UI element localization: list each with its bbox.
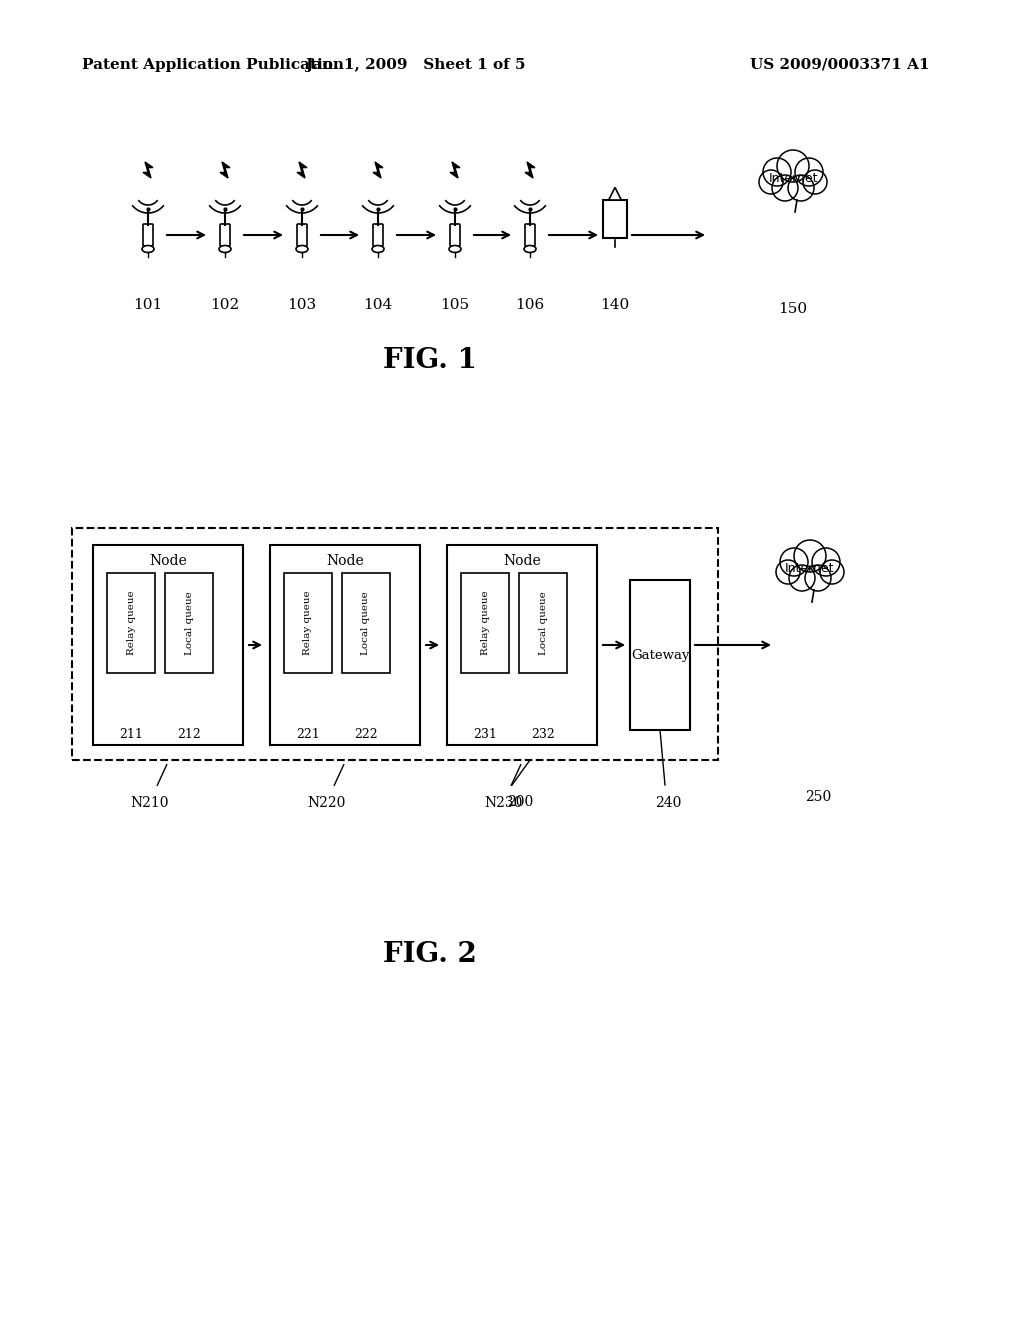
Text: Node: Node xyxy=(150,554,186,568)
FancyBboxPatch shape xyxy=(519,573,567,673)
Text: 212: 212 xyxy=(177,729,201,742)
Text: 106: 106 xyxy=(515,298,545,312)
Circle shape xyxy=(805,565,831,591)
Circle shape xyxy=(777,150,809,182)
Text: Internet: Internet xyxy=(768,172,818,185)
Text: 231: 231 xyxy=(473,729,497,742)
FancyBboxPatch shape xyxy=(220,224,230,246)
Text: Relay queue: Relay queue xyxy=(480,590,489,655)
Text: Local queue: Local queue xyxy=(361,591,371,655)
Text: N230: N230 xyxy=(484,796,523,810)
FancyBboxPatch shape xyxy=(165,573,213,673)
Text: 221: 221 xyxy=(296,729,319,742)
Circle shape xyxy=(763,158,791,186)
Text: FIG. 2: FIG. 2 xyxy=(383,941,477,969)
FancyBboxPatch shape xyxy=(461,573,509,673)
Ellipse shape xyxy=(296,246,308,252)
FancyBboxPatch shape xyxy=(106,573,155,673)
FancyBboxPatch shape xyxy=(72,528,718,760)
Circle shape xyxy=(759,170,783,194)
Text: Gateway: Gateway xyxy=(631,648,689,661)
Circle shape xyxy=(790,565,815,591)
Ellipse shape xyxy=(372,246,384,252)
Text: Node: Node xyxy=(326,554,364,568)
FancyBboxPatch shape xyxy=(297,224,307,246)
FancyBboxPatch shape xyxy=(373,224,383,246)
FancyBboxPatch shape xyxy=(93,545,243,744)
Circle shape xyxy=(776,560,800,583)
Circle shape xyxy=(795,158,823,186)
Text: 250: 250 xyxy=(805,789,831,804)
FancyBboxPatch shape xyxy=(630,579,690,730)
Text: Node: Node xyxy=(503,554,541,568)
FancyBboxPatch shape xyxy=(284,573,332,673)
Text: Internet: Internet xyxy=(785,561,835,574)
FancyBboxPatch shape xyxy=(270,545,420,744)
FancyBboxPatch shape xyxy=(342,573,390,673)
Text: 103: 103 xyxy=(288,298,316,312)
Text: 232: 232 xyxy=(531,729,555,742)
Text: 240: 240 xyxy=(654,796,681,810)
Ellipse shape xyxy=(142,246,154,252)
FancyBboxPatch shape xyxy=(603,201,627,238)
Text: 211: 211 xyxy=(119,729,143,742)
Text: Relay queue: Relay queue xyxy=(127,590,135,655)
Text: FIG. 1: FIG. 1 xyxy=(383,346,477,374)
Text: 104: 104 xyxy=(364,298,392,312)
Text: 102: 102 xyxy=(210,298,240,312)
Polygon shape xyxy=(608,187,622,201)
Polygon shape xyxy=(220,162,230,178)
Circle shape xyxy=(803,170,827,194)
Polygon shape xyxy=(373,162,383,178)
Text: Jan. 1, 2009   Sheet 1 of 5: Jan. 1, 2009 Sheet 1 of 5 xyxy=(305,58,525,73)
FancyBboxPatch shape xyxy=(143,224,153,246)
Circle shape xyxy=(772,176,798,201)
Circle shape xyxy=(820,560,844,583)
Text: 150: 150 xyxy=(778,302,808,315)
Text: Relay queue: Relay queue xyxy=(303,590,312,655)
Text: Local queue: Local queue xyxy=(184,591,194,655)
Circle shape xyxy=(812,548,840,576)
Polygon shape xyxy=(525,162,535,178)
Ellipse shape xyxy=(449,246,461,252)
Ellipse shape xyxy=(524,246,536,252)
FancyBboxPatch shape xyxy=(450,224,460,246)
Circle shape xyxy=(794,540,826,572)
FancyBboxPatch shape xyxy=(447,545,597,744)
Text: Patent Application Publication: Patent Application Publication xyxy=(82,58,344,73)
Polygon shape xyxy=(297,162,307,178)
Text: N210: N210 xyxy=(131,796,169,810)
Polygon shape xyxy=(450,162,460,178)
Circle shape xyxy=(788,176,814,201)
Text: 101: 101 xyxy=(133,298,163,312)
Text: N220: N220 xyxy=(308,796,346,810)
Text: 200: 200 xyxy=(507,795,534,809)
Text: 140: 140 xyxy=(600,298,630,312)
Ellipse shape xyxy=(219,246,231,252)
Text: 222: 222 xyxy=(354,729,378,742)
Text: Local queue: Local queue xyxy=(539,591,548,655)
Text: US 2009/0003371 A1: US 2009/0003371 A1 xyxy=(750,58,930,73)
Text: 105: 105 xyxy=(440,298,470,312)
Polygon shape xyxy=(143,162,153,178)
Circle shape xyxy=(780,548,808,576)
FancyBboxPatch shape xyxy=(525,224,535,246)
